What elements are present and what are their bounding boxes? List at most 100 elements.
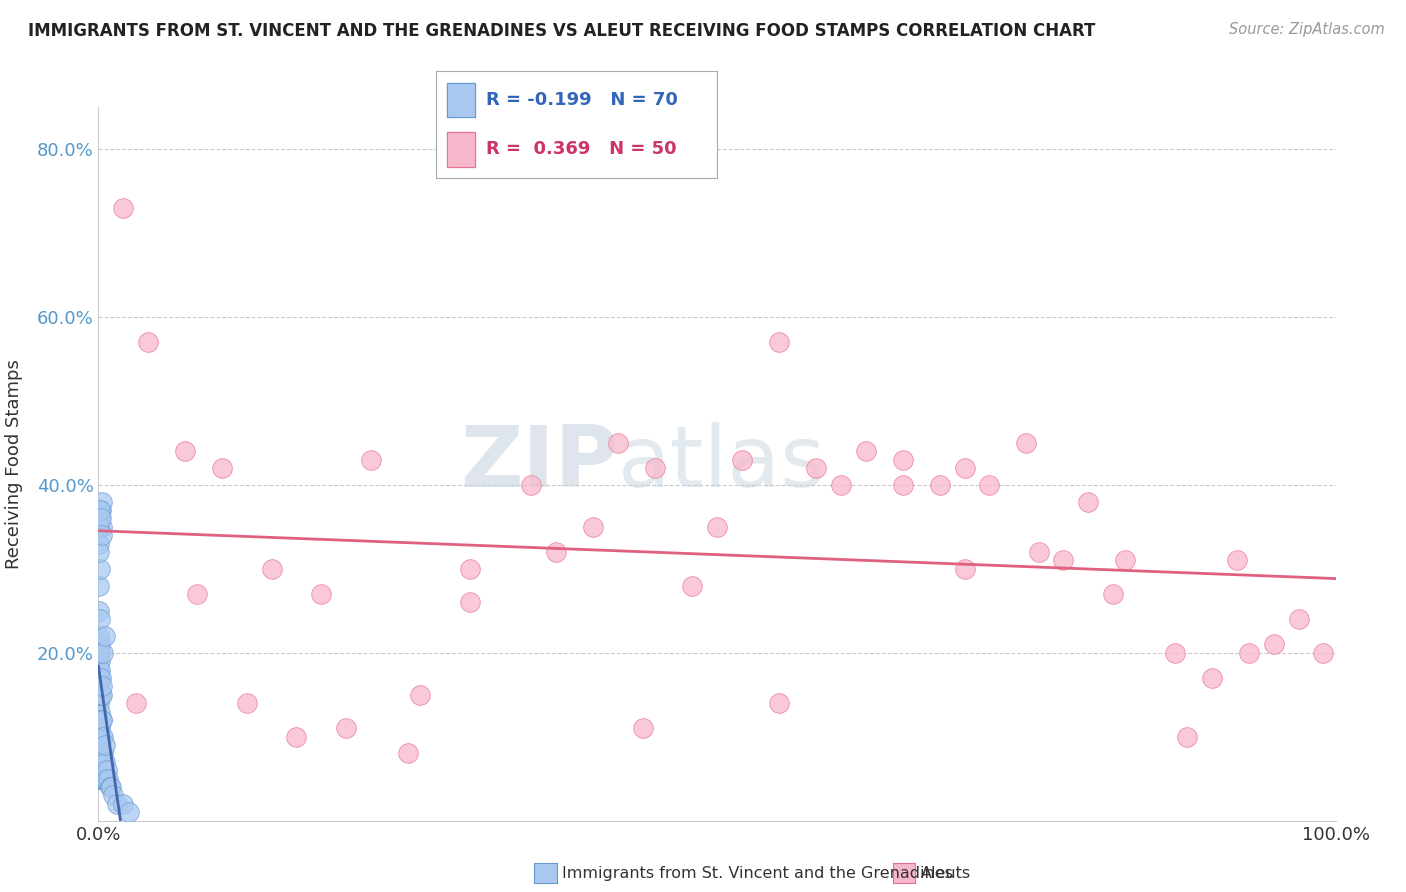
Bar <box>447 83 475 118</box>
Bar <box>447 83 475 118</box>
Text: IMMIGRANTS FROM ST. VINCENT AND THE GRENADINES VS ALEUT RECEIVING FOOD STAMPS CO: IMMIGRANTS FROM ST. VINCENT AND THE GREN… <box>28 22 1095 40</box>
Point <box>309 587 332 601</box>
Point <box>855 444 877 458</box>
Point <box>631 721 654 735</box>
Text: R = -0.199   N = 70: R = -0.199 N = 70 <box>486 91 678 109</box>
Point <box>89 705 111 719</box>
Point <box>174 444 197 458</box>
Point <box>136 335 159 350</box>
Point <box>335 721 357 735</box>
Point <box>607 435 630 450</box>
Point <box>93 772 115 786</box>
Point <box>804 461 827 475</box>
Point <box>89 772 111 786</box>
Text: Immigrants from St. Vincent and the Grenadines: Immigrants from St. Vincent and the Gren… <box>562 866 953 880</box>
Point <box>1312 646 1334 660</box>
Point <box>1077 494 1099 508</box>
Point <box>90 494 112 508</box>
Point <box>706 520 728 534</box>
Point <box>96 764 118 778</box>
Text: Aleuts: Aleuts <box>921 866 972 880</box>
Point <box>103 789 125 803</box>
Point <box>87 713 110 727</box>
Point <box>87 520 110 534</box>
Point <box>87 730 110 744</box>
Point <box>768 335 790 350</box>
Point <box>89 503 111 517</box>
Point <box>89 562 111 576</box>
Point <box>97 772 120 786</box>
Point <box>90 772 112 786</box>
Point <box>91 679 114 693</box>
Point <box>582 520 605 534</box>
Point <box>89 730 111 744</box>
Point <box>1015 435 1038 450</box>
Point <box>211 461 233 475</box>
Point <box>118 805 141 820</box>
Point <box>1201 671 1223 685</box>
Point <box>90 747 112 761</box>
Point <box>644 461 666 475</box>
Text: Source: ZipAtlas.com: Source: ZipAtlas.com <box>1229 22 1385 37</box>
Point <box>91 747 114 761</box>
Point <box>87 663 110 677</box>
Point <box>1226 553 1249 567</box>
Point <box>89 663 111 677</box>
Point <box>89 671 111 685</box>
Point <box>953 562 976 576</box>
Point <box>546 545 568 559</box>
Point <box>928 478 950 492</box>
Point <box>87 696 110 710</box>
Point <box>891 452 914 467</box>
Point <box>89 721 111 735</box>
Point <box>1164 646 1187 660</box>
Point <box>91 713 114 727</box>
Point <box>93 646 115 660</box>
Point <box>91 772 114 786</box>
Bar <box>447 132 475 167</box>
Point <box>87 604 110 618</box>
Point <box>830 478 852 492</box>
Point <box>260 562 283 576</box>
Point <box>87 629 110 643</box>
Point <box>87 772 110 786</box>
Point <box>90 503 112 517</box>
Point <box>93 730 115 744</box>
Point <box>89 738 111 752</box>
Point <box>105 797 128 811</box>
Point <box>89 511 111 525</box>
Point <box>90 511 112 525</box>
Point <box>87 747 110 761</box>
Point <box>112 797 135 811</box>
Point <box>458 595 481 609</box>
Point <box>93 629 115 643</box>
Point <box>89 755 111 769</box>
Bar <box>447 132 475 167</box>
Point <box>1028 545 1050 559</box>
Point <box>285 730 308 744</box>
Point <box>89 637 111 651</box>
Point <box>94 772 117 786</box>
Point <box>89 772 111 786</box>
Point <box>87 545 110 559</box>
Point <box>100 780 122 794</box>
Point <box>90 688 112 702</box>
Text: atlas: atlas <box>619 422 827 506</box>
Point <box>98 780 121 794</box>
Point <box>90 713 112 727</box>
Point <box>89 688 111 702</box>
Text: ZIP: ZIP <box>460 422 619 506</box>
Point <box>89 747 111 761</box>
Point <box>124 696 146 710</box>
Point <box>93 755 115 769</box>
Point <box>89 654 111 668</box>
Point <box>91 528 114 542</box>
Text: R =  0.369   N = 50: R = 0.369 N = 50 <box>486 141 678 159</box>
Point <box>89 612 111 626</box>
Point <box>1052 553 1074 567</box>
Point <box>91 520 114 534</box>
Point <box>768 696 790 710</box>
Point <box>953 461 976 475</box>
Point <box>90 747 112 761</box>
Point <box>1102 587 1125 601</box>
